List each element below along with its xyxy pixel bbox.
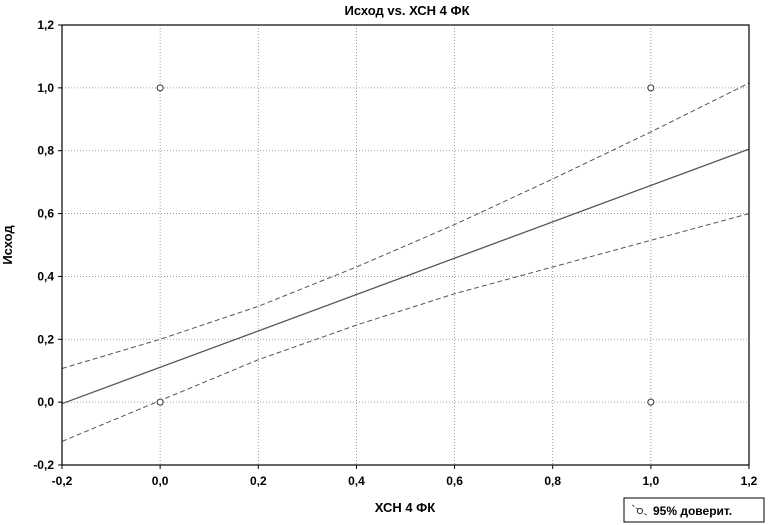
y-tick-labels: -0,2 0,0 0,2 0,4 0,6 0,8 1,0 1,2 xyxy=(33,18,62,472)
chart-title: Исход vs. ХСН 4 ФК xyxy=(344,3,469,18)
y-tick-label: 0,8 xyxy=(37,144,54,158)
y-tick-label: 1,0 xyxy=(37,81,54,95)
x-tick-label: 0,6 xyxy=(446,474,463,488)
y-axis-label: Исход xyxy=(0,225,15,265)
data-point xyxy=(156,398,164,406)
y-tick-label: 0,2 xyxy=(37,332,54,346)
x-axis-label: ХСН 4 ФК xyxy=(375,500,436,515)
x-tick-labels: -0,2 0,0 0,2 0,4 0,6 0,8 1,0 1,2 xyxy=(52,465,758,488)
legend-box xyxy=(623,497,765,523)
x-tick-label: 0,0 xyxy=(152,474,169,488)
x-tick-label: 0,4 xyxy=(348,474,365,488)
confidence-bands xyxy=(61,82,750,442)
data-point xyxy=(647,84,655,92)
x-tick-label: -0,2 xyxy=(52,474,73,488)
data-point xyxy=(647,398,655,406)
data-points xyxy=(156,84,655,406)
fit-line xyxy=(61,148,750,405)
legend: 95% доверит. xyxy=(623,497,765,523)
legend-dash-line xyxy=(631,504,649,517)
y-tick-label: 1,2 xyxy=(37,18,54,32)
y-tick-label: -0,2 xyxy=(33,458,54,472)
ci-lower-line xyxy=(61,213,750,442)
fit-line-group xyxy=(61,148,750,405)
y-tick-label: 0,0 xyxy=(37,395,54,409)
x-tick-label: 0,2 xyxy=(250,474,267,488)
legend-label: 95% доверит. xyxy=(653,504,732,518)
x-tick-label: 1,0 xyxy=(643,474,660,488)
x-tick-label: 0,8 xyxy=(544,474,561,488)
legend-marker-icon xyxy=(636,507,644,515)
data-point xyxy=(156,84,164,92)
y-tick-label: 0,6 xyxy=(37,207,54,221)
plot-frame xyxy=(61,24,750,466)
ci-upper-line xyxy=(61,82,750,369)
x-tick-label: 1,2 xyxy=(741,474,758,488)
y-tick-label: 0,4 xyxy=(37,269,54,283)
grid xyxy=(62,25,749,465)
